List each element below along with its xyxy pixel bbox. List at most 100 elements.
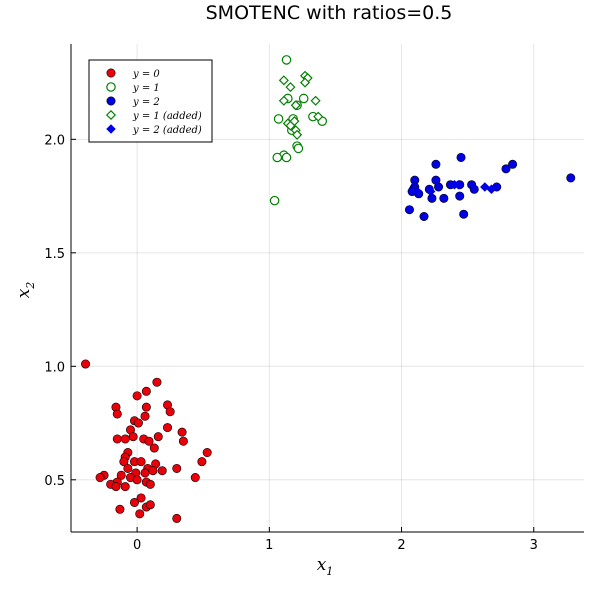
legend-marker: [105, 109, 117, 121]
data-point: [501, 164, 511, 174]
series-3: [278, 70, 324, 140]
data-point: [115, 504, 125, 514]
y-axis-label-subscript: 2: [24, 282, 37, 290]
data-point: [165, 407, 175, 417]
data-point: [172, 513, 182, 523]
y-axis-label-main: x: [14, 288, 34, 298]
data-point: [177, 427, 187, 437]
data-point: [290, 100, 301, 111]
legend-label: y = 1 (added): [132, 111, 202, 122]
data-point: [119, 457, 129, 467]
x-axis-label: x1: [317, 555, 334, 578]
data-point: [566, 173, 576, 183]
axes: [70, 44, 584, 533]
data-point: [419, 212, 429, 222]
data-point: [112, 434, 122, 444]
data-point: [285, 82, 296, 93]
data-point: [145, 479, 155, 489]
x-tick-label: 0: [133, 538, 141, 553]
data-point: [455, 191, 465, 201]
data-point: [120, 434, 130, 444]
x-axis-label-subscript: 1: [326, 565, 333, 578]
data-point: [81, 359, 91, 369]
data-point: [298, 93, 309, 104]
data-point: [285, 120, 296, 131]
data-point: [149, 443, 159, 453]
data-point: [439, 193, 449, 203]
data-point: [293, 143, 304, 154]
data-point: [111, 482, 121, 492]
data-point: [144, 436, 154, 446]
legend-marker: [106, 82, 116, 92]
data-point: [133, 418, 143, 428]
data-point: [140, 411, 150, 421]
data-point: [116, 470, 126, 480]
y-tick-label: 0.5: [44, 474, 65, 489]
x-tick-labels: 0 1 2 3: [133, 538, 538, 553]
data-point: [190, 473, 200, 483]
data-point: [313, 111, 324, 122]
data-point: [135, 509, 145, 519]
data-point: [136, 493, 146, 503]
legend-marker: [106, 68, 116, 78]
data-point: [278, 75, 289, 86]
legend-entry: y = 2 (added): [106, 124, 202, 136]
x-axis-label-main: x: [317, 555, 327, 575]
data-point: [272, 152, 283, 163]
data-point: [281, 152, 292, 163]
data-point: [281, 55, 292, 65]
legend-label: y = 2 (added): [132, 125, 202, 136]
data-point: [310, 95, 321, 106]
y-tick-label: 2.0: [44, 133, 65, 148]
data-point: [128, 432, 138, 442]
data-point: [202, 448, 212, 458]
y-tick-labels: 0.5 1.0 1.5 2.0: [44, 133, 65, 488]
data-point: [145, 500, 155, 510]
data-point: [123, 463, 133, 473]
data-point: [141, 386, 151, 396]
data-point: [132, 475, 142, 485]
legend-label: y = 0: [132, 69, 160, 80]
data-point: [508, 159, 518, 169]
data-point: [431, 159, 441, 169]
data-point: [486, 184, 497, 195]
data-point: [172, 463, 182, 473]
data-point: [412, 186, 423, 197]
y-tick-label: 1.0: [44, 360, 65, 375]
data-point: [273, 114, 284, 124]
data-point: [120, 482, 130, 492]
data-point: [278, 95, 289, 106]
data-point: [153, 432, 163, 442]
chart-title: SMOTENC with ratios=0.5: [206, 2, 453, 24]
legend-entry: y = 1: [106, 82, 160, 94]
data-point: [95, 473, 105, 483]
data-point: [178, 436, 188, 446]
y-axis-label: x2: [14, 282, 37, 299]
data-point: [459, 209, 469, 219]
series-2: [404, 152, 576, 222]
data-point: [163, 423, 173, 433]
data-point: [148, 466, 158, 476]
legend-label: y = 2: [132, 97, 160, 108]
data-point: [129, 497, 139, 507]
data-point: [136, 457, 146, 467]
legend-marker: [106, 96, 116, 106]
legend-entry: y = 1 (added): [105, 109, 202, 122]
data-point: [425, 186, 436, 197]
data-point: [456, 152, 466, 162]
grid: [71, 44, 584, 532]
data-point: [140, 468, 150, 478]
y-tick-label: 1.5: [44, 247, 65, 262]
x-tick-label: 2: [397, 538, 405, 553]
data-point: [197, 457, 207, 467]
data-point: [269, 195, 280, 206]
data-point: [152, 377, 162, 387]
x-tick-label: 3: [530, 538, 538, 553]
legend-label: y = 1: [132, 83, 160, 94]
data-point: [427, 193, 437, 203]
series-4: [412, 179, 497, 197]
legend-entry: y = 2: [106, 96, 160, 108]
data-point: [141, 402, 151, 412]
legend-entry: y = 0: [106, 68, 160, 80]
